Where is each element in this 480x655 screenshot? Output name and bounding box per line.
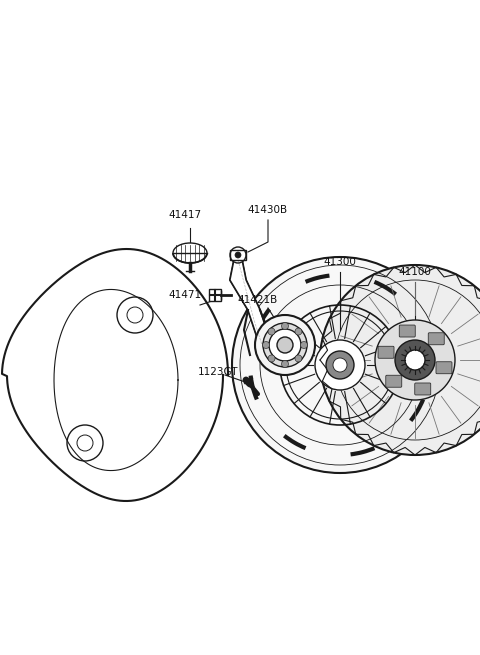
Text: 41100: 41100 (398, 267, 432, 277)
Text: 41421B: 41421B (238, 295, 278, 305)
Circle shape (232, 257, 448, 473)
Circle shape (269, 329, 301, 361)
FancyBboxPatch shape (399, 325, 415, 337)
Circle shape (405, 350, 425, 370)
Circle shape (333, 358, 347, 372)
Text: 41471: 41471 (168, 290, 202, 300)
Circle shape (263, 341, 269, 348)
Text: 41300: 41300 (324, 257, 357, 267)
Polygon shape (230, 260, 268, 340)
Circle shape (295, 355, 302, 362)
Circle shape (320, 265, 480, 455)
FancyBboxPatch shape (436, 362, 452, 374)
Circle shape (277, 337, 293, 353)
Circle shape (230, 247, 246, 263)
Text: 41430B: 41430B (248, 205, 288, 215)
Circle shape (281, 360, 288, 367)
FancyBboxPatch shape (386, 375, 402, 387)
FancyBboxPatch shape (378, 346, 394, 358)
Ellipse shape (173, 243, 207, 263)
Text: 1123GT: 1123GT (198, 367, 238, 377)
Circle shape (300, 341, 308, 348)
Circle shape (295, 328, 302, 335)
Circle shape (235, 252, 241, 258)
Circle shape (255, 315, 315, 375)
Circle shape (268, 355, 275, 362)
Circle shape (281, 322, 288, 329)
Circle shape (263, 323, 307, 367)
Circle shape (375, 320, 455, 400)
Bar (230, 250, 246, 260)
Text: 41417: 41417 (168, 210, 202, 220)
Circle shape (268, 328, 275, 335)
Circle shape (326, 351, 354, 379)
Bar (209, 289, 221, 301)
Circle shape (315, 340, 365, 390)
Circle shape (395, 340, 435, 380)
FancyBboxPatch shape (428, 333, 444, 345)
FancyBboxPatch shape (415, 383, 431, 395)
